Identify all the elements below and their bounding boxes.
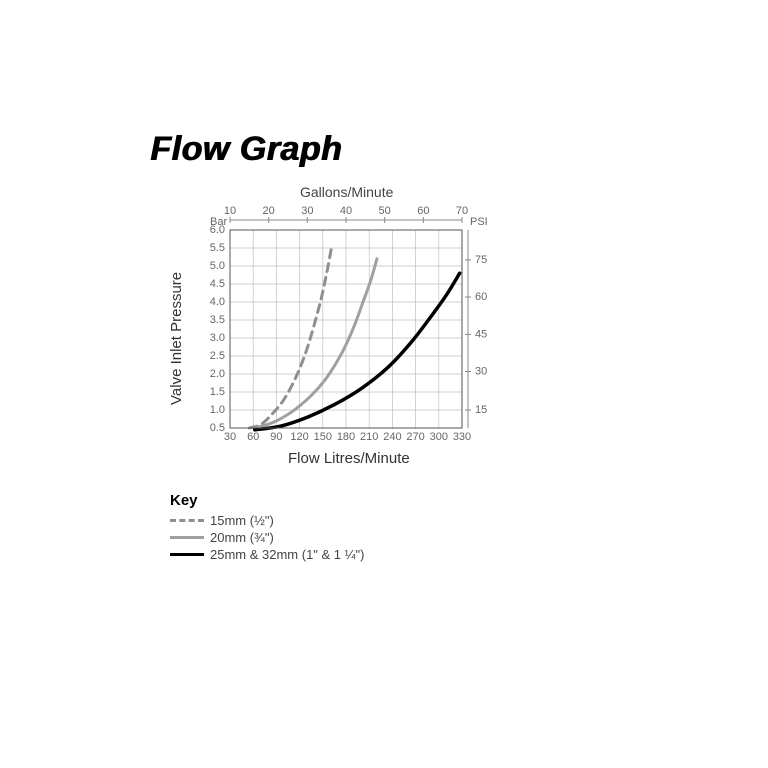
svg-text:3.0: 3.0 — [210, 332, 225, 344]
svg-text:330: 330 — [453, 431, 471, 443]
svg-text:1.5: 1.5 — [210, 386, 225, 398]
svg-text:60: 60 — [247, 431, 259, 443]
legend-item: 20mm (¾") — [170, 530, 364, 545]
svg-text:3.5: 3.5 — [210, 314, 225, 326]
flow-chart: 30 60 90 120 150 180 210 240 270 300 330 0.5 1.0 1.5 2… — [170, 190, 500, 460]
chart-container: Gallons/Minute Bar PSI Valve Inlet Press… — [170, 190, 500, 465]
legend-swatch — [170, 519, 204, 522]
axis-x-bottom-label: Flow Litres/Minute — [288, 450, 410, 467]
legend-label: 25mm & 32mm (1" & 1 ¼") — [210, 547, 364, 562]
svg-text:30: 30 — [224, 431, 236, 443]
svg-text:50: 50 — [379, 205, 391, 217]
legend-swatch — [170, 536, 204, 539]
legend-label: 15mm (½") — [210, 513, 274, 528]
svg-text:45: 45 — [475, 328, 487, 340]
chart-title: Flow Graph — [150, 130, 342, 169]
svg-text:120: 120 — [290, 431, 308, 443]
svg-text:4.0: 4.0 — [210, 296, 225, 308]
legend-title: Key — [170, 492, 364, 509]
svg-text:30: 30 — [301, 205, 313, 217]
svg-text:60: 60 — [417, 205, 429, 217]
svg-text:0.5: 0.5 — [210, 422, 225, 434]
svg-text:20: 20 — [263, 205, 275, 217]
svg-text:30: 30 — [475, 365, 487, 377]
svg-text:90: 90 — [270, 431, 282, 443]
svg-text:270: 270 — [406, 431, 424, 443]
page: Flow Graph Gallons/Minute Bar PSI Valve … — [0, 0, 768, 768]
svg-text:60: 60 — [475, 291, 487, 303]
svg-text:75: 75 — [475, 254, 487, 266]
svg-text:210: 210 — [360, 431, 378, 443]
svg-text:5.5: 5.5 — [210, 242, 225, 254]
legend-swatch — [170, 553, 204, 556]
svg-text:2.0: 2.0 — [210, 368, 225, 380]
svg-text:300: 300 — [430, 431, 448, 443]
axis-y-left-label: Valve Inlet Pressure — [168, 272, 185, 405]
axis-y-left-unit: Bar — [210, 216, 227, 228]
legend-label: 20mm (¾") — [210, 530, 274, 545]
svg-text:5.0: 5.0 — [210, 260, 225, 272]
legend-item: 25mm & 32mm (1" & 1 ¼") — [170, 547, 364, 562]
svg-text:180: 180 — [337, 431, 355, 443]
svg-text:70: 70 — [456, 205, 468, 217]
svg-text:1.0: 1.0 — [210, 404, 225, 416]
svg-text:15: 15 — [475, 404, 487, 416]
svg-text:40: 40 — [340, 205, 352, 217]
legend: Key 15mm (½") 20mm (¾") 25mm & 32mm (1" & … — [170, 492, 364, 562]
legend-item: 15mm (½") — [170, 513, 364, 528]
svg-text:240: 240 — [383, 431, 401, 443]
svg-text:4.5: 4.5 — [210, 278, 225, 290]
svg-text:2.5: 2.5 — [210, 350, 225, 362]
axis-x-top-label: Gallons/Minute — [300, 184, 393, 200]
axis-y-right-unit: PSI — [470, 216, 488, 228]
svg-text:150: 150 — [314, 431, 332, 443]
